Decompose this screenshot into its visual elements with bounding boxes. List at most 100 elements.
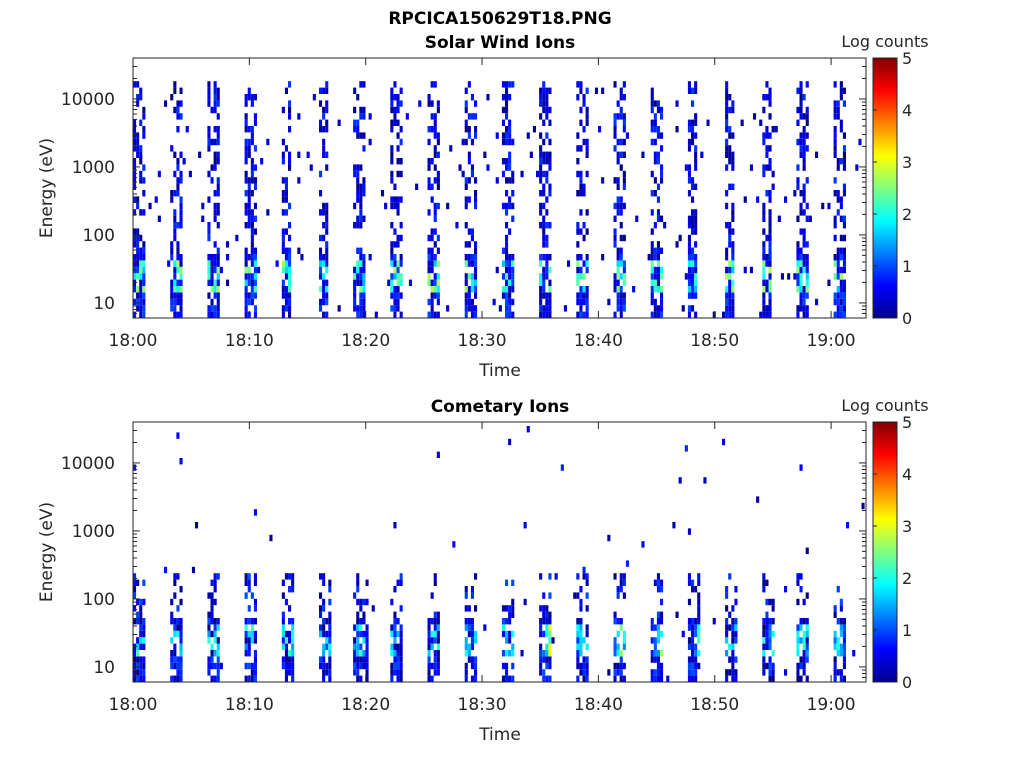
heatmap-cell [170, 650, 174, 657]
heatmap-cell [728, 311, 732, 318]
heatmap-cell [545, 234, 549, 242]
heatmap-cell [799, 624, 803, 631]
heatmap-cell [356, 618, 360, 625]
heatmap-cell [210, 618, 214, 625]
heatmap-cell [399, 630, 403, 638]
heatmap-cell [179, 209, 183, 216]
colorbar-tick-label: 2 [902, 205, 912, 224]
heatmap-cell [799, 464, 803, 471]
heatmap-cell [706, 119, 710, 126]
heatmap-cell [836, 266, 840, 274]
heatmap-cell [836, 669, 840, 676]
heatmap-cell [244, 113, 248, 120]
heatmap-cell [399, 579, 403, 586]
heatmap-cell [133, 126, 137, 133]
heatmap-cell [613, 132, 617, 139]
heatmap-cell [768, 100, 772, 107]
heatmap-cell [247, 151, 251, 158]
heatmap-cell [833, 145, 837, 152]
heatmap-cell [508, 158, 512, 165]
heatmap-cell [802, 183, 806, 190]
heatmap-cell [656, 637, 660, 644]
heatmap-cell [728, 611, 732, 618]
heatmap-cell [836, 286, 840, 293]
heatmap-cell [139, 637, 143, 644]
heatmap-cell [511, 675, 515, 682]
heatmap-cell [731, 209, 735, 216]
heatmap-cell [464, 298, 468, 306]
heatmap-cell [687, 279, 691, 286]
heatmap-cell [173, 234, 177, 242]
heatmap-cell [142, 662, 146, 670]
heatmap-cell [207, 662, 211, 670]
heatmap-cell [731, 675, 735, 682]
heatmap-cell [210, 273, 214, 280]
heatmap-cell [133, 241, 137, 248]
heatmap-cell [542, 266, 546, 274]
heatmap-cell [796, 624, 800, 631]
heatmap-cell [734, 637, 738, 644]
heatmap-cell [805, 273, 809, 280]
heatmap-cell [802, 305, 806, 312]
heatmap-cell [173, 662, 177, 670]
heatmap-cell [765, 234, 769, 242]
heatmap-cell [576, 675, 580, 682]
heatmap-cell [650, 138, 654, 146]
heatmap-cell [297, 151, 301, 158]
heatmap-cell [579, 624, 583, 631]
heatmap-cell [281, 656, 285, 663]
heatmap-cell [505, 675, 509, 682]
heatmap-cell [505, 305, 509, 312]
heatmap-cell [539, 650, 543, 657]
heatmap-cell [399, 675, 403, 682]
x-tick-label: 18:00 [109, 695, 158, 715]
heatmap-cell [548, 254, 552, 261]
heatmap-cell [284, 266, 288, 274]
heatmap-cell [619, 94, 623, 101]
heatmap-cell [802, 637, 806, 644]
heatmap-cell [762, 247, 766, 254]
heatmap-cell [176, 432, 180, 439]
heatmap-cell [697, 662, 701, 670]
heatmap-cell [839, 126, 843, 133]
heatmap-cell [247, 183, 251, 190]
heatmap-cell [539, 94, 543, 101]
heatmap-cell [284, 669, 288, 676]
heatmap-cell [619, 292, 623, 299]
heatmap-cell [353, 279, 357, 286]
heatmap-cell [508, 177, 512, 184]
heatmap-cell [505, 292, 509, 299]
heatmap-cell [319, 126, 323, 133]
heatmap-cell [833, 100, 837, 107]
heatmap-cell [687, 266, 691, 274]
heatmap-cell [660, 611, 664, 618]
heatmap-cell [195, 522, 199, 529]
heatmap-cell [508, 260, 512, 267]
heatmap-cell [142, 260, 146, 267]
heatmap-cell [139, 624, 143, 631]
heatmap-cell [474, 656, 478, 663]
heatmap-cell [842, 247, 846, 254]
heatmap-cell [474, 630, 478, 638]
heatmap-cell [142, 286, 146, 293]
heatmap-cell [582, 573, 586, 580]
heatmap-cell [768, 298, 772, 306]
heatmap-cell [839, 247, 843, 254]
heatmap-cell [136, 273, 140, 280]
heatmap-cell [576, 618, 580, 625]
heatmap-cell [244, 247, 248, 254]
heatmap-cell [613, 618, 617, 625]
heatmap-cell [436, 170, 440, 178]
heatmap-cell [545, 151, 549, 158]
heatmap-cell [356, 273, 360, 280]
heatmap-cell [362, 132, 366, 139]
colorbar-tick-label: 1 [902, 257, 912, 276]
heatmap-cell [322, 598, 326, 606]
heatmap-cell [505, 81, 509, 88]
heatmap-cell [470, 254, 474, 261]
heatmap-cell [582, 222, 586, 229]
heatmap-cell [799, 286, 803, 293]
heatmap-cell [173, 624, 177, 631]
heatmap-cell [133, 573, 137, 580]
